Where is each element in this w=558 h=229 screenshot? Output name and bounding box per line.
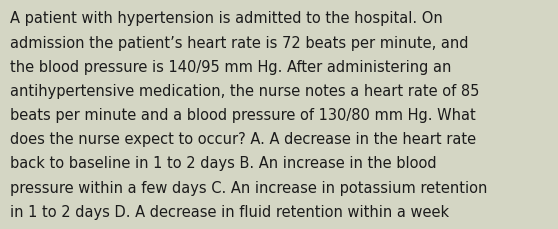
Text: in 1 to 2 days D. A decrease in fluid retention within a week: in 1 to 2 days D. A decrease in fluid re… — [10, 204, 449, 219]
Text: does the nurse expect to occur? A. A decrease in the heart rate: does the nurse expect to occur? A. A dec… — [10, 132, 476, 147]
Text: A patient with hypertension is admitted to the hospital. On: A patient with hypertension is admitted … — [10, 11, 443, 26]
Text: back to baseline in 1 to 2 days B. An increase in the blood: back to baseline in 1 to 2 days B. An in… — [10, 156, 437, 171]
Text: pressure within a few days C. An increase in potassium retention: pressure within a few days C. An increas… — [10, 180, 488, 195]
Text: admission the patient’s heart rate is 72 beats per minute, and: admission the patient’s heart rate is 72… — [10, 35, 469, 50]
Text: the blood pressure is 140/95 mm Hg. After administering an: the blood pressure is 140/95 mm Hg. Afte… — [10, 60, 451, 74]
Text: beats per minute and a blood pressure of 130/80 mm Hg. What: beats per minute and a blood pressure of… — [10, 108, 476, 123]
Text: antihypertensive medication, the nurse notes a heart rate of 85: antihypertensive medication, the nurse n… — [10, 84, 479, 98]
